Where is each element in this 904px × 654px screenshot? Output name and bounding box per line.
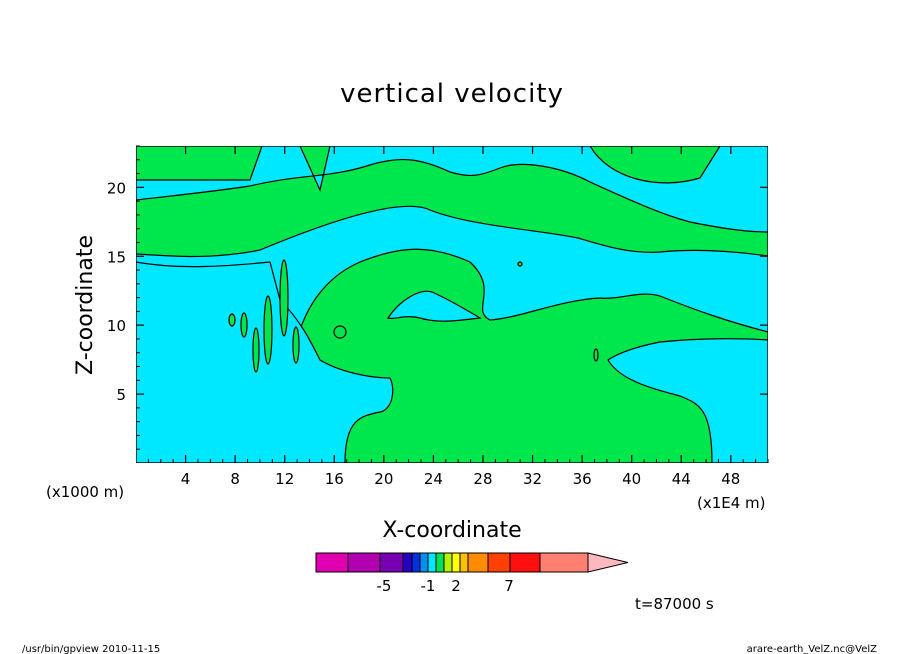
footer-right: arare-earth_VelZ.nc@VelZ xyxy=(747,644,878,654)
x-tick-label: 36 xyxy=(573,470,592,488)
negative-region-notch xyxy=(387,290,482,322)
x-axis-label: X-coordinate xyxy=(382,518,521,543)
colorbar-tick-label: -5 xyxy=(377,577,392,595)
y-tick-label: 20 xyxy=(107,179,126,197)
colorbar-segment xyxy=(402,552,413,573)
colorbar-segment xyxy=(467,552,489,573)
positive-cell-8 xyxy=(517,261,523,267)
colorbar-segment xyxy=(459,552,469,573)
colorbar-segment xyxy=(443,552,453,573)
colorbar-segment xyxy=(539,552,589,573)
colorbar-segment xyxy=(379,552,404,573)
positive-cell-5 xyxy=(292,326,300,364)
x-tick-label: 48 xyxy=(721,470,740,488)
x-tick-label: 8 xyxy=(230,470,240,488)
x-unit-right: (x1E4 m) xyxy=(697,494,766,512)
footer-left: /usr/bin/gpview 2010-11-15 xyxy=(22,644,160,654)
colorbar-segment xyxy=(509,552,541,573)
colorbar-tick-label: -1 xyxy=(421,577,436,595)
colorbar-segment xyxy=(419,552,429,573)
colorbar-segment xyxy=(347,552,381,573)
negative-region-upper xyxy=(136,146,768,233)
colorbar-segment xyxy=(411,552,421,573)
colorbar-tick-label: 2 xyxy=(451,577,461,595)
colorbar-segment xyxy=(451,552,461,573)
negative-region-lower-left xyxy=(136,261,394,463)
colorbar-arrow xyxy=(587,552,629,573)
y-axis-label: Z-coordinate xyxy=(73,235,98,375)
colorbar-tick-label: 7 xyxy=(504,577,514,595)
positive-cell-6 xyxy=(228,313,236,327)
colorbar: -5 -1 2 7 xyxy=(315,552,629,595)
y-tick-label: 15 xyxy=(107,248,126,266)
y-tick-label: 10 xyxy=(107,317,126,335)
x-unit-left: (x1000 m) xyxy=(46,483,124,501)
positive-cell-1 xyxy=(279,259,289,337)
positive-cell-7 xyxy=(333,325,347,339)
x-tick-label: 40 xyxy=(622,470,641,488)
colorbar-segment xyxy=(487,552,511,573)
y-tick-label: 5 xyxy=(116,386,126,404)
colorbar-segment xyxy=(315,552,349,573)
x-tick-label: 28 xyxy=(473,470,492,488)
colorbar-segment xyxy=(435,552,445,573)
positive-cell-3 xyxy=(252,327,260,373)
negative-region-right xyxy=(607,338,768,463)
x-tick-label: 24 xyxy=(424,470,443,488)
positive-cell-9 xyxy=(593,348,599,362)
plot-area xyxy=(136,146,768,463)
positive-cell-2 xyxy=(263,295,273,365)
x-tick-label: 16 xyxy=(325,470,344,488)
x-tick-label: 20 xyxy=(374,470,393,488)
time-annotation: t=87000 s xyxy=(635,595,714,613)
x-tick-label: 44 xyxy=(672,470,691,488)
x-tick-label: 4 xyxy=(181,470,191,488)
x-tick-label: 32 xyxy=(523,470,542,488)
colorbar-segment xyxy=(427,552,437,573)
x-tick-label: 12 xyxy=(275,470,294,488)
chart-title: vertical velocity xyxy=(340,79,564,109)
positive-cell-4 xyxy=(240,312,248,338)
